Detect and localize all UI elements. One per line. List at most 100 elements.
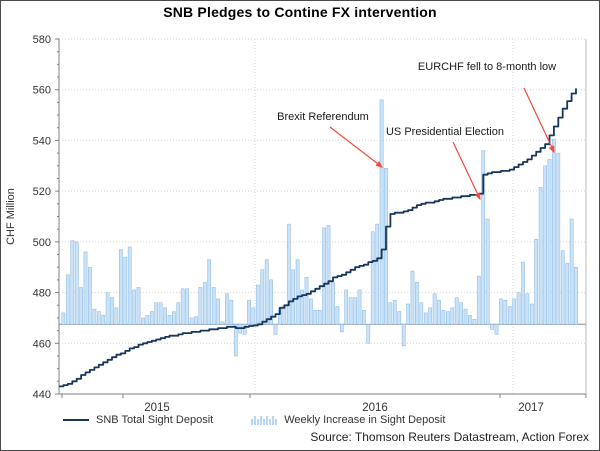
weekly-increase-bar (88, 266, 92, 325)
weekly-increase-bar (149, 311, 154, 325)
annotation-arrow (329, 126, 383, 168)
weekly-increase-bar (70, 240, 75, 325)
weekly-increase-bar (468, 315, 472, 325)
weekly-increase-bar (185, 288, 189, 325)
weekly-increase-bar (392, 299, 397, 325)
x-year-label: 2017 (518, 402, 544, 411)
weekly-increase-bar (211, 287, 216, 325)
weekly-increase-bar (255, 284, 260, 325)
y-tick-label: 520 (33, 186, 51, 198)
weekly-increase-bar (96, 311, 101, 325)
weekly-increase-bar (216, 298, 220, 325)
weekly-increase-bar (432, 293, 437, 325)
weekly-increase-bar (92, 308, 97, 325)
legend-bars-swatch-icon (251, 415, 278, 425)
chart-title: SNB Pledges to Contine FX intervention (163, 4, 437, 20)
weekly-increase-bar (286, 223, 291, 325)
weekly-increase-bar (264, 259, 269, 325)
weekly-increase-bar (247, 299, 251, 325)
weekly-increase-bar (269, 279, 273, 325)
weekly-increase-bar (415, 282, 419, 325)
weekly-increase-bar (300, 289, 304, 325)
weekly-increase-bar (114, 307, 119, 325)
weekly-increase-bar (61, 312, 66, 325)
weekly-increase-bar (441, 310, 446, 325)
weekly-increase-bar (547, 159, 552, 325)
weekly-increase-bar (145, 315, 150, 325)
weekly-increase-bar (481, 150, 486, 325)
weekly-increase-bar (348, 297, 353, 325)
y-tick-label: 500 (33, 237, 51, 249)
weekly-increase-bar (357, 289, 362, 325)
weekly-increase-bar (560, 250, 565, 325)
weekly-increase-bar (202, 282, 207, 325)
weekly-increase-bar (459, 302, 463, 325)
weekly-increase-bar (512, 298, 516, 325)
x-year-label: 2015 (144, 402, 170, 411)
weekly-increase-bar (119, 249, 123, 325)
weekly-increase-bar (353, 297, 357, 325)
weekly-increase-bar (295, 259, 300, 325)
weekly-increase-bar (127, 246, 132, 325)
weekly-increase-bar (379, 99, 384, 325)
weekly-increase-bar (229, 299, 234, 325)
weekly-increase-bar (291, 269, 296, 325)
weekly-increase-bar (331, 282, 335, 325)
weekly-increase-bar (543, 165, 547, 325)
annotation-arrow (452, 141, 481, 201)
weekly-increase-bar (189, 317, 194, 325)
source-credit: Source: Thomson Reuters Datastream, Acti… (310, 430, 589, 444)
weekly-increase-bar (207, 259, 212, 325)
y-tick-label: 580 (33, 34, 51, 46)
weekly-increase-bar (463, 308, 468, 325)
legend-bars-label: Weekly Increase in Sight Deposit (284, 414, 446, 426)
annotation-label: Brexit Referendum (277, 111, 369, 123)
weekly-increase-bar (251, 307, 256, 325)
y-tick-label: 460 (33, 338, 51, 350)
legend-line-swatch-icon (63, 419, 89, 421)
chart-canvas: 440 460 480 500 520 540 560 580 2015 2016 2017 Brex… (5, 34, 587, 411)
weekly-increase-bar (304, 277, 309, 325)
weekly-increase-bar (79, 287, 83, 325)
y-tick-label: 440 (33, 389, 51, 401)
weekly-increase-bar (494, 324, 499, 335)
weekly-increase-bar (260, 269, 265, 325)
weekly-increase-bar (410, 270, 415, 325)
weekly-increase-bar (273, 324, 278, 335)
weekly-increase-bar (406, 303, 410, 325)
weekly-increase-bar (194, 316, 198, 325)
weekly-increase-bar (322, 227, 326, 325)
annotation-arrow (523, 87, 555, 154)
weekly-increase-bar (503, 299, 508, 325)
weekly-increase-bar (198, 287, 203, 325)
weekly-increase-bar (534, 239, 539, 325)
weekly-increase-bar (335, 306, 340, 325)
y-tick-label: 540 (33, 135, 51, 147)
weekly-increase-bar (485, 218, 490, 325)
weekly-increase-bar (136, 287, 141, 325)
weekly-increase-bar (366, 324, 371, 344)
weekly-increase-bar (172, 311, 176, 325)
weekly-increase-bar (428, 307, 433, 325)
weekly-increase-bar (74, 241, 79, 325)
weekly-increase-bar (220, 321, 225, 325)
annotation-label: US Presidential Election (386, 126, 504, 138)
weekly-increase-bar (242, 324, 247, 335)
weekly-increase-bar (446, 311, 450, 325)
y-tick-label: 560 (33, 85, 51, 97)
weekly-increase-bar (180, 288, 185, 325)
weekly-increase-bar (83, 251, 88, 325)
weekly-increase-bar (105, 292, 110, 325)
annotation-label: EURCHF fell to 8-month low (418, 61, 556, 73)
weekly-increase-bar (437, 299, 441, 325)
weekly-increase-bar (525, 293, 530, 325)
weekly-increase-bar (556, 152, 561, 325)
weekly-increase-bar (154, 302, 159, 325)
weekly-increase-bar (423, 312, 428, 325)
weekly-increase-bar (167, 315, 172, 325)
weekly-increase-bar (132, 289, 136, 325)
weekly-increase-bar (163, 307, 167, 325)
weekly-increase-bar (574, 266, 578, 325)
legend-line-label: SNB Total Sight Deposit (96, 414, 214, 426)
